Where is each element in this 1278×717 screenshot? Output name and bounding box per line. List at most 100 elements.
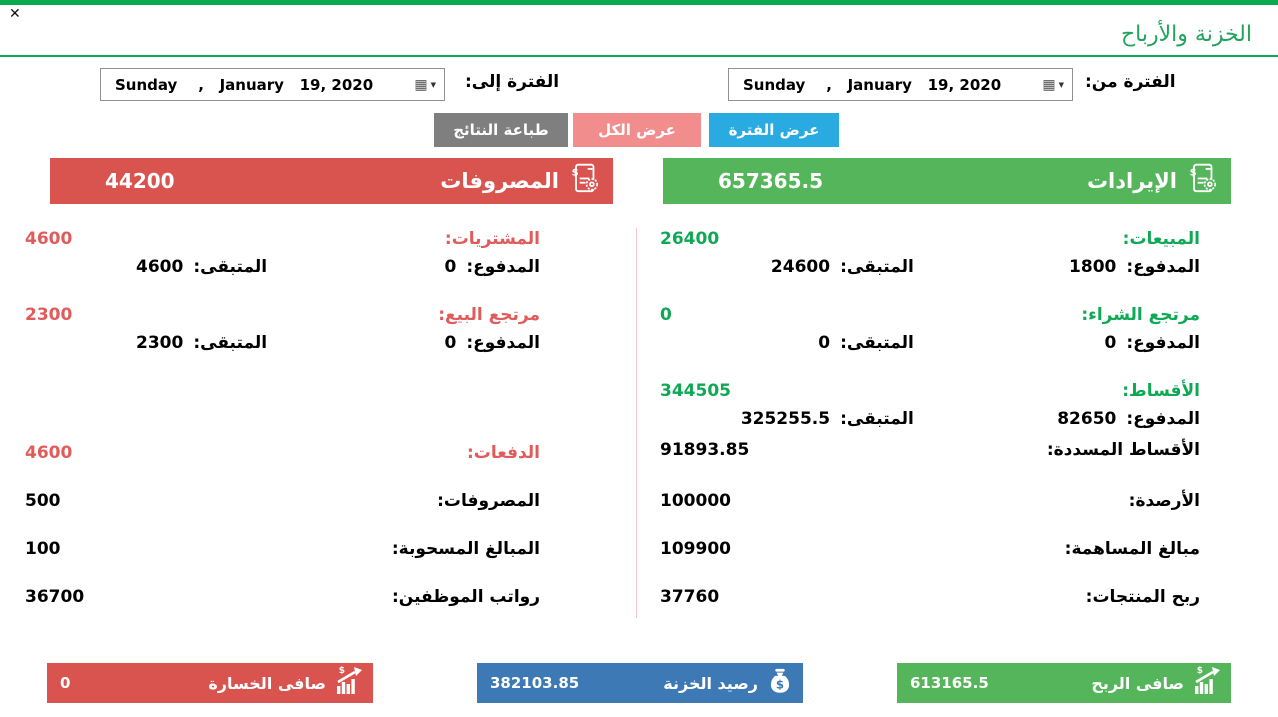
stat-value: 91893.85 [660, 440, 750, 460]
paid-value: 0 [444, 257, 457, 277]
expenses-details: المشتريات: 4600 المدفوع: 0 المتبقى: 4600 م… [25, 215, 540, 609]
remaining-value: 24600 [770, 257, 831, 277]
stat-value: 37760 [660, 587, 720, 607]
net-profit-value: 613165.5 [910, 674, 989, 692]
stat-label: رواتب الموظفين: [391, 587, 540, 607]
chevron-down-icon[interactable]: ▼ [430, 80, 436, 89]
svg-text:$: $ [1190, 167, 1197, 178]
stat-label: مبالغ المساهمة: [1064, 539, 1200, 559]
net-profit-label: صافى الربح [1091, 673, 1184, 693]
expenses-panel-header: $ المصروفات 44200 [50, 158, 613, 204]
stat-row: المشتريات: 4600 [25, 227, 540, 251]
stat-value: 4600 [25, 443, 73, 463]
invoice-dollar-icon: $ [567, 161, 603, 201]
remaining-value: 325255.5 [740, 409, 831, 429]
calendar-icon[interactable]: ▦ [1042, 76, 1056, 93]
chevron-down-icon[interactable]: ▼ [1058, 80, 1064, 89]
stat-label: مرتجع الشراء: [1081, 305, 1200, 325]
column-divider [636, 228, 637, 618]
paid-label: المدفوع: [1126, 257, 1200, 277]
stat-label: المشتريات: [444, 229, 540, 249]
stat-row: ربح المنتجات: 37760 [660, 585, 1200, 609]
stat-label: الأرصدة: [1128, 491, 1200, 511]
close-icon[interactable]: ✕ [9, 6, 21, 22]
paid-label: المدفوع: [1126, 409, 1200, 429]
paid-label: المدفوع: [1126, 333, 1200, 353]
print-results-button[interactable]: طباعة النتائج [434, 113, 568, 147]
stat-row: المدفوع: 0 المتبقى: 0 [660, 331, 1200, 355]
treasury-balance-value: 382103.85 [490, 674, 580, 692]
revenues-total: 657365.5 [718, 169, 824, 193]
net-profit-bar: $ صافى الربح 613165.5 [897, 663, 1231, 703]
period-from-datepicker[interactable]: Sunday , January 19, 2020 ▦ ▼ [728, 68, 1073, 101]
stat-row: المدفوع: 1800 المتبقى: 24600 [660, 255, 1200, 279]
paid-value: 82650 [1057, 409, 1117, 429]
period-to-datepicker[interactable]: Sunday , January 19, 2020 ▦ ▼ [100, 68, 445, 101]
stat-row: المصروفات: 500 [25, 489, 540, 513]
stat-row: مرتجع الشراء: 0 [660, 303, 1200, 327]
stat-row: الدفعات: 4600 [25, 441, 540, 465]
expenses-title: المصروفات [440, 169, 559, 193]
show-all-button[interactable]: عرض الكل [573, 113, 701, 147]
paid-label: المدفوع: [466, 333, 540, 353]
invoice-dollar-icon: $ [1185, 161, 1221, 201]
stat-row: رواتب الموظفين: 36700 [25, 585, 540, 609]
stat-row: المدفوع: 82650 المتبقى: 325255.5 [660, 407, 1200, 431]
header-divider [0, 55, 1278, 57]
stat-row: المدفوع: 0 المتبقى: 2300 [25, 331, 540, 355]
paid-value: 0 [1104, 333, 1117, 353]
period-to-value: Sunday , January 19, 2020 [115, 75, 374, 94]
show-period-button[interactable]: عرض الفترة [709, 113, 839, 147]
stat-value: 36700 [25, 587, 85, 607]
stat-label: مرتجع البيع: [438, 305, 540, 325]
stat-label: الدفعات: [466, 443, 540, 463]
stat-row: المدفوع: 0 المتبقى: 4600 [25, 255, 540, 279]
revenues-panel-header: $ الإيرادات 657365.5 [663, 158, 1231, 204]
stat-value: 26400 [660, 229, 720, 249]
treasury-balance-bar: $ رصيد الخزنة 382103.85 [477, 663, 803, 703]
stat-row: المبالغ المسحوبة: 100 [25, 537, 540, 561]
stat-value: 109900 [660, 539, 731, 559]
stat-value: 500 [25, 491, 61, 511]
stat-value: 100000 [660, 491, 731, 511]
stat-row: الأرصدة: 100000 [660, 489, 1200, 513]
remaining-label: المتبقى: [840, 257, 914, 277]
stat-value: 0 [660, 305, 672, 325]
svg-text:$: $ [572, 167, 579, 178]
stat-label: المصروفات: [437, 491, 540, 511]
stat-value: 344505 [660, 381, 731, 401]
remaining-label: المتبقى: [193, 333, 268, 353]
paid-label: المدفوع: [466, 257, 540, 277]
stat-value: 2300 [25, 305, 73, 325]
stat-label: الأقساط المسددة: [1046, 440, 1200, 460]
remaining-value: 4600 [136, 257, 184, 277]
net-loss-label: صافى الخسارة [208, 673, 326, 693]
svg-text:$: $ [1197, 666, 1203, 676]
remaining-label: المتبقى: [193, 257, 268, 277]
remaining-value: 0 [818, 333, 831, 353]
profit-chart-icon: $ [1191, 665, 1223, 701]
stat-row: مرتجع البيع: 2300 [25, 303, 540, 327]
stat-label: ربح المنتجات: [1085, 587, 1200, 607]
loss-chart-icon: $ [333, 665, 365, 701]
stat-value: 100 [25, 539, 61, 559]
stat-label: الأقساط: [1122, 381, 1200, 401]
period-from-label: الفترة من: [1085, 72, 1176, 92]
stat-row: مبالغ المساهمة: 109900 [660, 537, 1200, 561]
paid-value: 0 [444, 333, 457, 353]
page-title: الخزنة والأرباح [1120, 22, 1252, 47]
remaining-label: المتبقى: [840, 333, 914, 353]
window-top-accent [0, 0, 1278, 5]
remaining-value: 2300 [136, 333, 184, 353]
svg-text:$: $ [776, 678, 784, 692]
paid-value: 1800 [1069, 257, 1117, 277]
period-from-value: Sunday , January 19, 2020 [743, 75, 1002, 94]
stat-row: المبيعات: 26400 [660, 227, 1200, 251]
expenses-total: 44200 [105, 169, 175, 193]
period-to-label: الفترة إلى: [465, 72, 560, 92]
revenues-title: الإيرادات [1086, 169, 1177, 193]
stat-row: الأقساط: 344505 [660, 379, 1200, 403]
net-loss-value: 0 [60, 674, 71, 692]
calendar-icon[interactable]: ▦ [414, 76, 428, 93]
revenues-details: المبيعات: 26400 المدفوع: 1800 المتبقى: 246… [660, 215, 1200, 609]
